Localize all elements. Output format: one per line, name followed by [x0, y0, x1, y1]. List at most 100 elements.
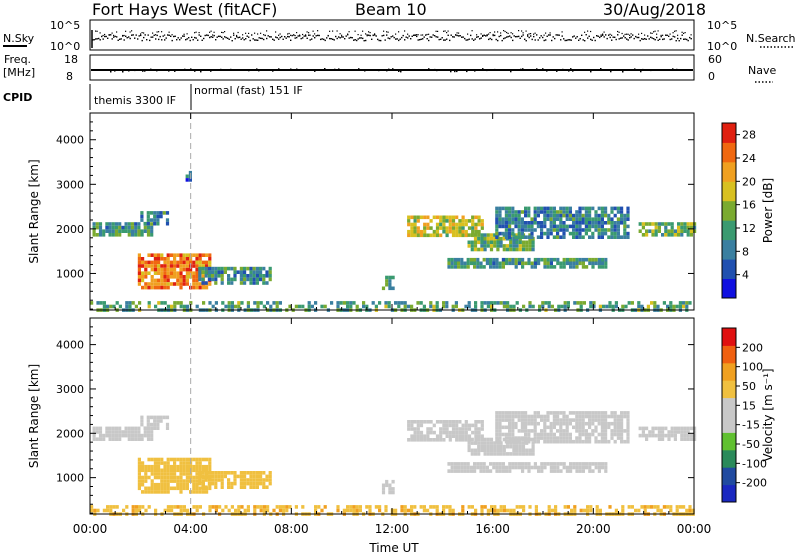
noise-sample: [509, 35, 511, 37]
data-cell: [480, 505, 484, 509]
data-cell: [185, 282, 189, 286]
data-cell: [575, 439, 579, 444]
data-cell: [616, 206, 620, 211]
data-cell: [682, 301, 686, 305]
data-cell: [626, 429, 630, 433]
data-cell: [524, 425, 528, 430]
data-cell: [169, 264, 173, 268]
freq-sample: [474, 70, 476, 72]
data-cell: [150, 437, 154, 441]
noise-sample: [549, 32, 551, 34]
data-cell: [435, 420, 440, 424]
data-cell: [474, 215, 478, 220]
data-cell: [515, 301, 519, 305]
data-cell: [588, 257, 592, 262]
data-cell: [410, 505, 414, 509]
data-cell: [272, 301, 276, 305]
data-cell: [147, 282, 151, 286]
data-cell: [394, 301, 398, 305]
noise-sample: [345, 35, 347, 37]
data-cell: [502, 444, 506, 449]
data-cell: [211, 505, 215, 509]
freq-sample: [338, 68, 340, 70]
data-cell: [508, 425, 512, 430]
data-cell: [239, 481, 243, 486]
data-cell: [584, 206, 588, 211]
data-cell: [192, 271, 196, 275]
noise-sample: [266, 30, 268, 32]
noise-sample: [534, 39, 536, 41]
data-cell: [600, 213, 604, 218]
data-cell: [165, 415, 170, 420]
freq-sample: [324, 68, 326, 70]
data-cell: [246, 505, 250, 509]
noise-sample: [522, 32, 524, 34]
data-cell: [496, 247, 500, 252]
data-cell: [195, 267, 199, 272]
data-cell: [521, 240, 526, 245]
data-cell: [517, 439, 521, 444]
data-cell: [486, 236, 490, 241]
data-cell: [641, 222, 645, 226]
data-cell: [447, 257, 451, 262]
noise-sample: [198, 32, 200, 34]
data-cell: [489, 448, 494, 453]
noise-sample: [480, 33, 482, 35]
data-cell: [520, 217, 524, 221]
noise-sample: [630, 36, 632, 38]
noise-sample: [662, 34, 664, 36]
data-cell: [552, 418, 556, 422]
data-cell: [498, 213, 502, 218]
data-cell: [150, 282, 154, 286]
noise-sample: [611, 39, 613, 41]
noise-sample: [288, 36, 290, 38]
data-cell: [620, 217, 624, 221]
colorbar-tick-label: 16: [742, 199, 756, 212]
data-cell: [495, 231, 499, 236]
data-cell: [594, 418, 598, 422]
data-cell: [480, 444, 484, 449]
noise-sample: [554, 37, 556, 40]
data-cell: [489, 265, 493, 269]
data-cell: [508, 469, 512, 473]
data-cell: [141, 264, 145, 268]
data-cell: [559, 436, 563, 440]
data-cell: [461, 505, 465, 509]
data-cell: [473, 261, 477, 266]
data-cell: [525, 240, 529, 245]
data-cell: [584, 221, 588, 225]
data-cell: [410, 226, 414, 230]
noise-sample: [212, 36, 214, 38]
data-cell: [230, 277, 234, 282]
data-cell: [288, 304, 292, 309]
data-cell: [259, 471, 263, 475]
data-cell: [111, 233, 115, 237]
data-cell: [508, 465, 512, 470]
data-cell: [109, 304, 113, 309]
data-cell: [597, 462, 601, 466]
data-cell: [201, 471, 205, 475]
data-cell: [458, 219, 462, 223]
data-cell: [565, 210, 569, 214]
data-cell: [198, 257, 202, 261]
data-cell: [653, 304, 657, 309]
noise-sample: [504, 30, 506, 33]
data-cell: [527, 436, 531, 440]
data-cell: [256, 301, 260, 305]
data-cell: [657, 437, 661, 441]
noise-sample: [560, 39, 562, 41]
data-cell: [397, 301, 401, 305]
data-cell: [233, 471, 237, 475]
data-cell: [546, 418, 550, 422]
data-cell: [528, 244, 532, 248]
data-cell: [543, 436, 547, 440]
data-cell: [685, 304, 689, 309]
data-cell: [578, 217, 582, 221]
noise-sample: [485, 35, 487, 37]
data-cell: [95, 426, 99, 431]
data-cell: [454, 304, 458, 309]
data-cell: [130, 229, 135, 233]
data-cell: [349, 505, 353, 509]
data-cell: [470, 240, 474, 245]
data-cell: [511, 432, 515, 437]
